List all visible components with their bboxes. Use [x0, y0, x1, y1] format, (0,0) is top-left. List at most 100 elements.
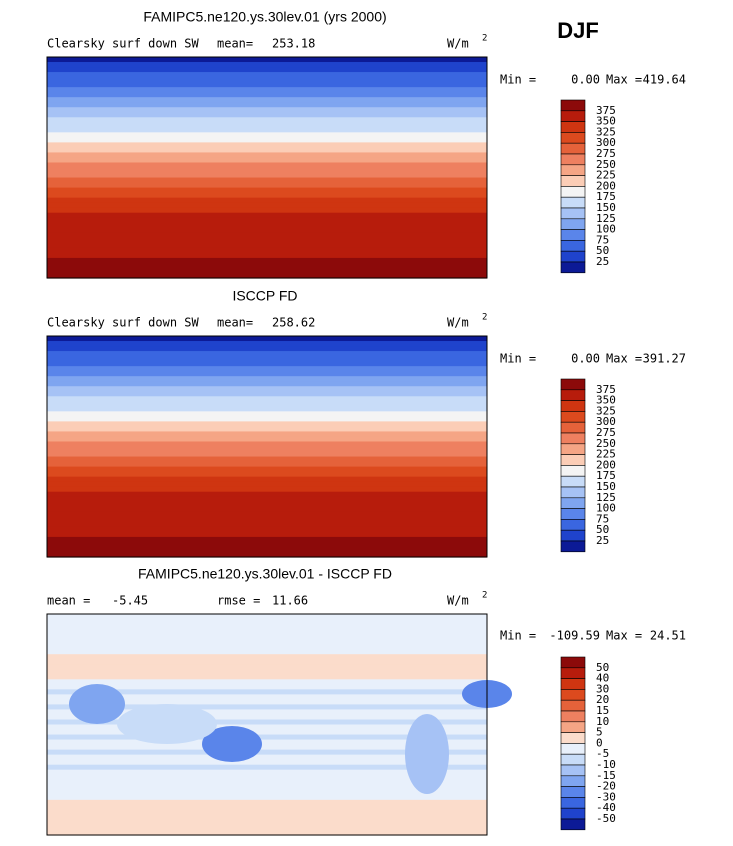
map-blob — [405, 714, 449, 794]
variable: Clearsky surf down SW — [47, 37, 199, 51]
map-band — [47, 506, 487, 513]
map-band — [47, 107, 487, 113]
map-band — [47, 82, 487, 88]
map-band — [47, 674, 487, 680]
min-label: Min = — [500, 73, 536, 87]
map-band — [47, 421, 487, 428]
variable: Clearsky surf down SW — [47, 316, 199, 330]
colorbar-box — [560, 508, 586, 520]
map-band — [47, 526, 487, 533]
map-band — [47, 127, 487, 133]
map-band — [47, 456, 487, 463]
map-band — [47, 634, 487, 640]
units-sup: 2 — [482, 591, 487, 601]
colorbar-label: 100 — [596, 502, 616, 515]
stat-value: 258.62 — [272, 316, 315, 330]
map-band — [47, 624, 487, 630]
colorbar-box — [560, 121, 586, 133]
colorbar-label: 50 — [596, 244, 609, 257]
map-band — [47, 346, 487, 352]
stat-label: mean = — [47, 594, 90, 608]
map-band — [47, 341, 487, 347]
colorbar-label: -15 — [596, 769, 616, 782]
map-band — [47, 336, 487, 342]
map-band — [47, 799, 487, 806]
map-band — [47, 197, 487, 204]
map-band — [47, 57, 487, 63]
map-band — [47, 451, 487, 458]
map-band — [47, 649, 487, 655]
map-band — [47, 789, 487, 796]
map-band — [47, 809, 487, 816]
colorbar-label: 200 — [596, 458, 616, 471]
stat-value: 11.66 — [272, 594, 308, 608]
map-band — [47, 521, 487, 528]
map-band — [47, 794, 487, 801]
map-band — [47, 212, 487, 219]
map-band — [47, 252, 487, 259]
map-band — [47, 242, 487, 249]
map-band — [47, 102, 487, 108]
colorbar-box — [560, 465, 586, 477]
map-band — [47, 719, 487, 726]
map-band — [47, 511, 487, 518]
map-band — [47, 431, 487, 438]
colorbar-label: 275 — [596, 426, 616, 439]
min-value: 0.00 — [571, 73, 600, 87]
colorbar-box — [560, 142, 586, 155]
map-band — [47, 426, 487, 433]
map-band — [47, 267, 487, 274]
colorbar-box — [560, 721, 586, 733]
map-band — [47, 441, 487, 448]
colorbar-box — [560, 250, 586, 263]
panel-title: FAMIPC5.ne120.ys.30lev.01 - ISCCP FD — [138, 566, 392, 582]
colorbar-label: 150 — [596, 201, 616, 214]
map-band — [47, 137, 487, 143]
map-band — [47, 187, 487, 194]
max-label: Max = — [606, 73, 642, 87]
colorbar-box — [560, 743, 586, 755]
map-blob — [117, 704, 217, 744]
colorbar-box — [560, 710, 586, 723]
colorbar-box — [560, 753, 586, 766]
map-band — [47, 117, 487, 123]
panel-title: FAMIPC5.ne120.ys.30lev.01 (yrs 2000) — [143, 9, 386, 25]
map-band — [47, 72, 487, 78]
colorbar-box — [560, 497, 586, 509]
map-band — [47, 436, 487, 443]
map-band — [47, 724, 487, 731]
colorbar-label: 375 — [596, 383, 616, 396]
colorbar-label: 50 — [596, 523, 609, 536]
colorbar-label: 40 — [596, 672, 609, 685]
season: DJF — [557, 18, 599, 43]
map-band — [47, 466, 487, 473]
map-band — [47, 471, 487, 478]
colorbar-box — [560, 207, 586, 220]
map-band — [47, 709, 487, 716]
colorbar-box — [560, 540, 586, 553]
map-band — [47, 536, 487, 543]
map-band — [47, 659, 487, 665]
map-band — [47, 729, 487, 736]
stat-label: rmse = — [217, 594, 260, 608]
map-band — [47, 749, 487, 756]
map-band — [47, 247, 487, 254]
map-band — [47, 486, 487, 493]
colorbar-box — [560, 786, 586, 798]
map-band — [47, 739, 487, 746]
colorbar-label: 275 — [596, 147, 616, 160]
colorbar-box — [560, 218, 586, 230]
colorbar-label: -40 — [596, 801, 616, 814]
map-band — [47, 619, 487, 625]
min-value: -109.59 — [549, 629, 600, 643]
map-band — [47, 232, 487, 239]
colorbar-label: 75 — [596, 233, 609, 246]
map-band — [47, 804, 487, 811]
colorbar-label: 250 — [596, 437, 616, 450]
map-band — [47, 157, 487, 164]
colorbar-label: 25 — [596, 255, 609, 268]
map-band — [47, 371, 487, 377]
map-band — [47, 714, 487, 721]
colorbar-label: 100 — [596, 223, 616, 236]
